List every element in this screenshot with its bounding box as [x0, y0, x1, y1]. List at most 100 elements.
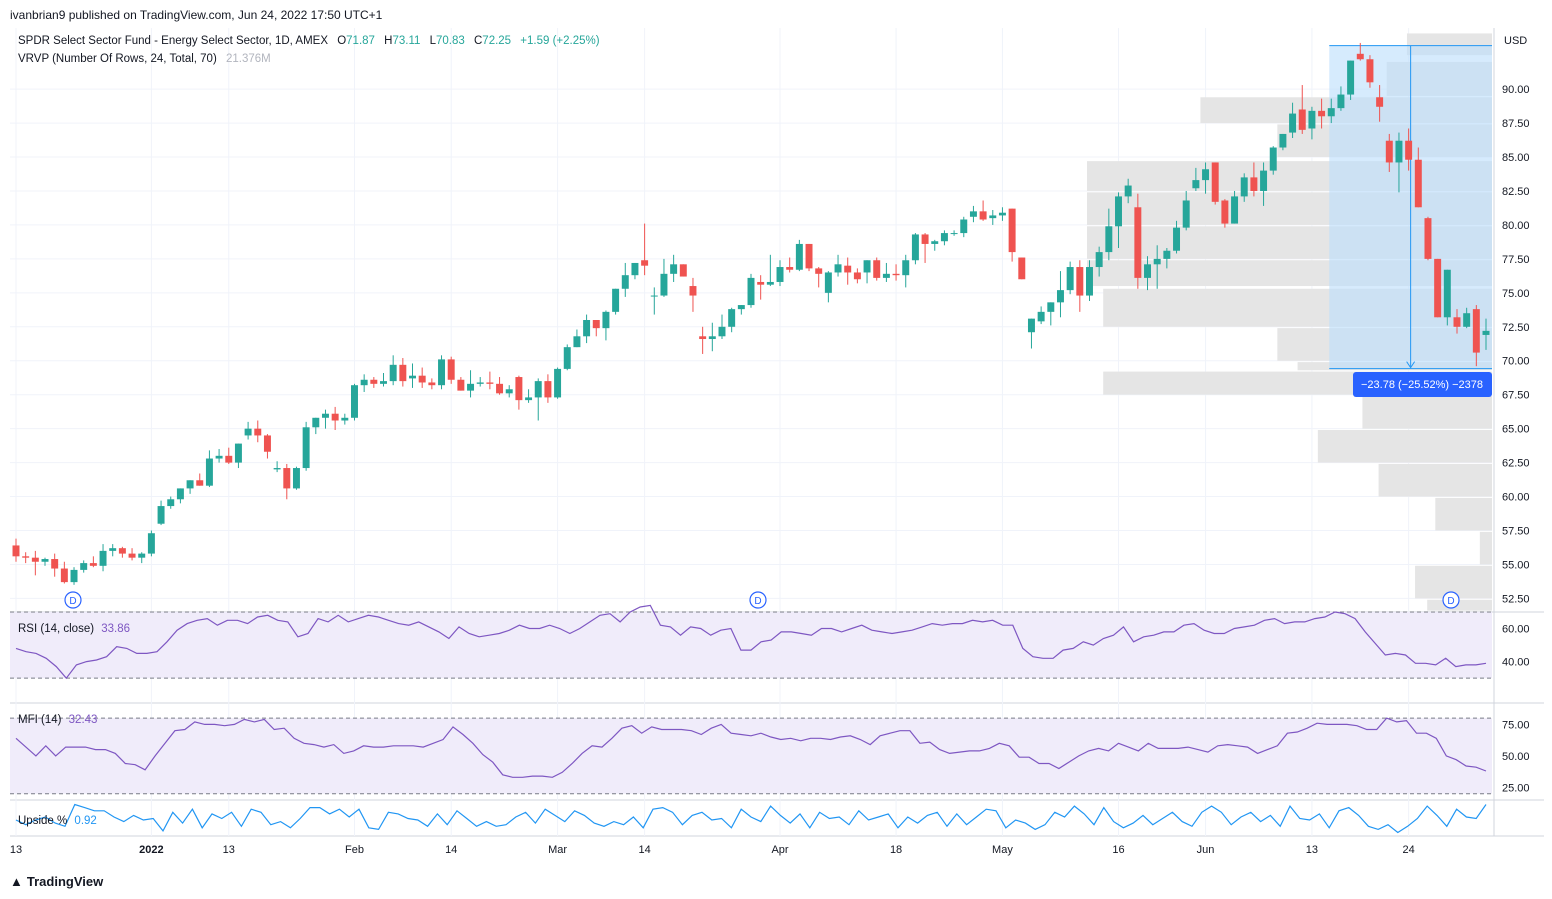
candle-body [1240, 177, 1248, 197]
price-tick-label: 75.00 [1502, 288, 1530, 300]
high-value: 73.11 [392, 35, 421, 47]
rsi-value: 33.86 [101, 623, 131, 635]
candle-body [718, 326, 726, 337]
candle-body [292, 468, 300, 489]
mfi-tick-label: 75.00 [1502, 719, 1530, 731]
candle-body [689, 286, 697, 296]
candle-body [1056, 290, 1064, 303]
time-tick-label: Jun [1197, 844, 1215, 856]
dividend-marker [749, 591, 767, 609]
candle-body [853, 272, 861, 280]
rsi-title: RSI (14, close) [18, 623, 95, 635]
price-tick-label: 85.00 [1502, 152, 1530, 164]
price-tick-label: 70.00 [1502, 356, 1530, 368]
price-tick-label: 80.00 [1502, 220, 1530, 232]
candle-body [1047, 302, 1055, 312]
candle-body [1095, 252, 1103, 268]
price-tick-label: 60.00 [1502, 492, 1530, 504]
candle-body [515, 377, 523, 401]
time-tick-label: Feb [345, 844, 364, 856]
candle-body [660, 273, 668, 296]
candle-body [1395, 140, 1403, 163]
candle-body [815, 268, 823, 274]
candle-body [554, 368, 562, 398]
upside-legend[interactable]: Upside % 0.92 [18, 815, 97, 827]
candle-body [321, 413, 329, 418]
candle-body [273, 468, 281, 470]
mfi-band [10, 718, 1492, 794]
candle-body [1463, 313, 1471, 327]
candle-body [234, 443, 242, 463]
candle-body [1337, 94, 1345, 109]
candle-body [138, 553, 146, 558]
close-value: 72.25 [482, 35, 512, 47]
candle-body [563, 347, 571, 369]
price-tick-label: 52.50 [1502, 593, 1530, 605]
volume-profile-bar [1435, 497, 1492, 531]
dividend-marker [1442, 591, 1460, 609]
candle-body [1144, 264, 1151, 278]
candle-body [1231, 196, 1239, 224]
mfi-title: MFI (14) [18, 714, 62, 726]
candle-body [51, 559, 59, 569]
mfi-legend[interactable]: MFI (14) 32.43 [18, 714, 97, 726]
candle-body [263, 435, 271, 452]
publisher-line: ivanbrian9 published on TradingView.com,… [10, 8, 383, 22]
candle-body [147, 533, 155, 554]
candle-body [1443, 269, 1451, 318]
candle-body [583, 320, 591, 337]
candle-body [157, 506, 165, 524]
candle-body [370, 379, 378, 384]
price-tick-label: 77.50 [1502, 254, 1530, 266]
symbol-legend[interactable]: SPDR Select Sector Fund - Energy Select … [18, 35, 600, 47]
candle-body [602, 311, 610, 329]
time-tick-label: 14 [445, 844, 457, 856]
candle-body [728, 309, 736, 327]
price-tick-label: 57.50 [1502, 526, 1530, 538]
candle-body [824, 272, 832, 293]
candle-body [128, 553, 136, 558]
candle-body [834, 264, 842, 273]
vrvp-legend[interactable]: VRVP (Number Of Rows, 24, Total, 70) 21.… [18, 53, 271, 65]
vrvp-value: 21.376M [225, 53, 271, 65]
time-tick-label: 2022 [139, 844, 163, 856]
candle-body [979, 211, 987, 220]
measure-arrow-head [1406, 361, 1416, 369]
candle-body [969, 211, 977, 217]
candle-body [844, 265, 852, 273]
time-tick-label: 14 [638, 844, 650, 856]
candle-body [1279, 133, 1287, 148]
dividend-marker-label: D [1447, 596, 1454, 607]
candle-body [1366, 59, 1374, 83]
volume-profile-bar [1427, 599, 1492, 611]
time-tick-label: 13 [223, 844, 235, 856]
candle-body [205, 458, 213, 486]
candle-body [70, 569, 78, 583]
candle-body [795, 243, 803, 270]
candle-body [1153, 258, 1161, 265]
candle-body [998, 212, 1006, 216]
candle-body [911, 234, 919, 261]
candle-body [399, 364, 407, 382]
candle-body [902, 260, 910, 276]
candle-body [215, 455, 223, 459]
candle-body [921, 234, 929, 244]
candle-body [931, 241, 939, 244]
rsi-line [15, 604, 1487, 680]
candle-body [863, 260, 871, 273]
candle-body [167, 499, 175, 507]
candle-body [409, 375, 416, 379]
rsi-legend[interactable]: RSI (14, close) 33.86 [18, 623, 130, 635]
candle-body [989, 215, 997, 219]
candle-body [1385, 140, 1393, 163]
time-tick-label: Apr [771, 844, 788, 856]
candle-body [60, 568, 68, 583]
candle-body [1269, 147, 1277, 171]
candle-body [1192, 180, 1200, 189]
candle-body [1105, 226, 1113, 253]
candle-body [312, 417, 320, 428]
footer-brand[interactable]: ▲ TradingView [10, 874, 103, 889]
candle-body [1308, 110, 1316, 129]
